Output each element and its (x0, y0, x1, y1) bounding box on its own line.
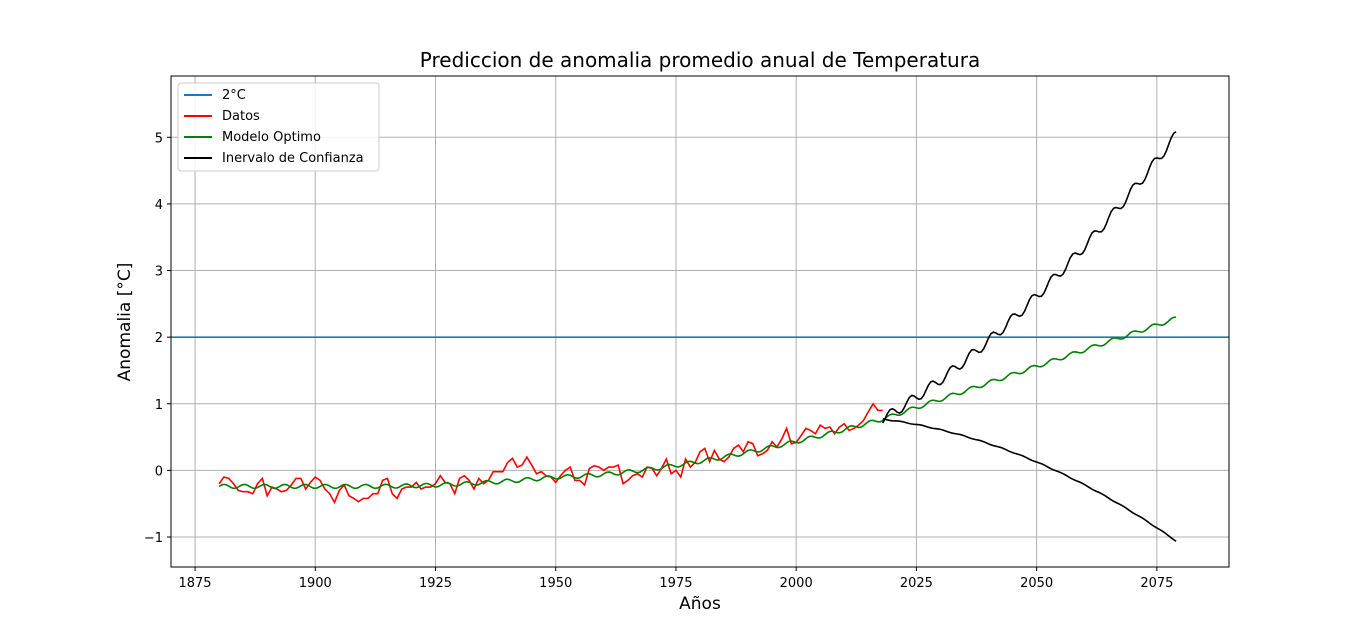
y-tick-label: 0 (155, 464, 163, 479)
legend-label-modelo: Modelo Optimo (222, 130, 321, 145)
x-tick-label: 1975 (659, 576, 692, 591)
series-intervalo-lower-line (882, 418, 1177, 542)
legend-label-intervalo: Inervalo de Confianza (222, 151, 364, 166)
x-tick-label: 2000 (780, 576, 813, 591)
series-intervalo-upper-line (882, 131, 1177, 424)
y-tick-label: 5 (155, 131, 163, 146)
y-tick-label: 3 (155, 265, 163, 280)
x-tick-label: 2025 (900, 576, 933, 591)
x-tick-label: 2050 (1020, 576, 1053, 591)
legend: 2°C Datos Modelo Optimo Inervalo de Conf… (177, 82, 380, 172)
legend-box (177, 82, 380, 172)
x-tick-label: 1950 (539, 576, 572, 591)
series-modelo-optimo-line (218, 316, 1177, 490)
y-axis-title: Anomalia [°C] (115, 263, 135, 382)
legend-label-threshold: 2°C (222, 88, 246, 103)
y-tick-label: 1 (155, 398, 163, 413)
x-tick-label: 1875 (178, 576, 211, 591)
y-tick-label: 2 (155, 331, 163, 346)
x-axis-title: Años (679, 594, 721, 614)
y-tick-label: −1 (144, 531, 163, 546)
y-tick-label: 4 (155, 198, 163, 213)
chart-title: Prediccion de anomalia promedio anual de… (420, 48, 980, 72)
ticks: 1875 1900 1925 1950 1975 2000 2025 2050 2075 −1 0 1… (144, 131, 1174, 591)
x-tick-label: 1900 (299, 576, 332, 591)
x-tick-label: 1925 (419, 576, 452, 591)
plot-frame (170, 75, 1230, 568)
legend-label-datos: Datos (222, 109, 260, 124)
x-tick-label: 2075 (1140, 576, 1173, 591)
series-layer (171, 131, 1229, 542)
